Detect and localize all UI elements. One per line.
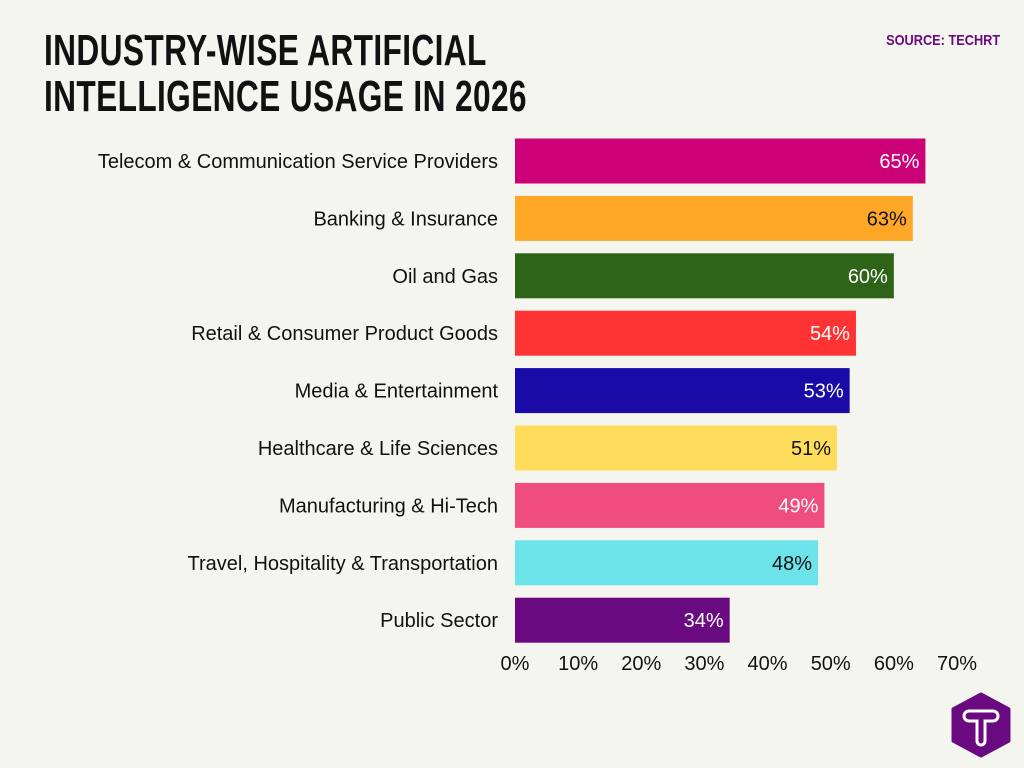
data-label: 65% [879, 151, 919, 173]
x-tick-label: 20% [621, 653, 661, 675]
category-label: Public Sector [380, 610, 498, 632]
data-label: 48% [772, 553, 812, 575]
bar [515, 540, 819, 586]
bar [515, 482, 825, 528]
bar [515, 195, 913, 241]
bar [515, 368, 850, 414]
x-tick-label: 0% [501, 653, 530, 675]
source-label: SOURCE: TECHRT [885, 32, 1000, 49]
data-label: 54% [810, 323, 850, 345]
category-label: Manufacturing & Hi-Tech [279, 495, 498, 517]
data-label: 49% [778, 495, 818, 517]
category-label: Telecom & Communication Service Provider… [98, 151, 498, 173]
bar [515, 253, 894, 299]
bar [515, 310, 856, 356]
bar [515, 138, 926, 184]
data-label: 63% [867, 208, 907, 230]
x-tick-label: 10% [558, 653, 598, 675]
data-label: 34% [684, 610, 724, 632]
category-label: Travel, Hospitality & Transportation [188, 553, 499, 575]
x-tick-label: 50% [811, 653, 851, 675]
bar [515, 597, 730, 643]
x-tick-label: 60% [874, 653, 914, 675]
data-label: 53% [804, 381, 844, 403]
category-label: Banking & Insurance [313, 208, 498, 230]
bar [515, 425, 838, 471]
x-tick-label: 40% [748, 653, 788, 675]
x-tick-label: 30% [684, 653, 724, 675]
category-label: Retail & Consumer Product Goods [191, 323, 498, 345]
x-tick-label: 70% [937, 653, 977, 675]
category-label: Media & Entertainment [295, 381, 499, 403]
category-label: Oil and Gas [392, 266, 498, 288]
data-label: 51% [791, 438, 831, 460]
data-label: 60% [848, 266, 888, 288]
category-label: Healthcare & Life Sciences [258, 438, 498, 460]
chart-title: INDUSTRY-WISE ARTIFICIAL INTELLIGENCE US… [44, 26, 527, 121]
